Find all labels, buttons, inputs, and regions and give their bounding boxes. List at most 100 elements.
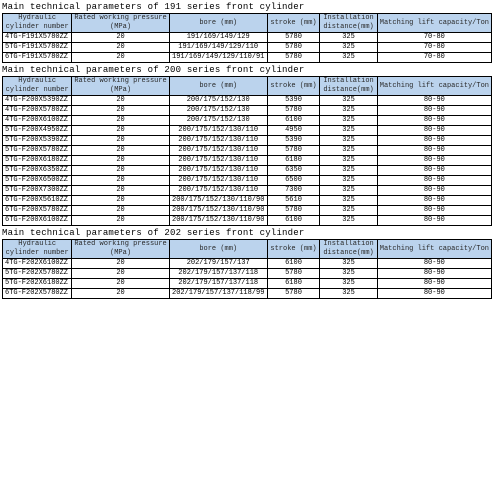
empty-space	[0, 299, 500, 499]
table-row: 6TG-F200X6100ZZ20200/175/152/130/110/906…	[3, 216, 492, 226]
cell-cylinder-number: 5TG-F200X5780ZZ	[3, 146, 72, 156]
cell-stroke: 5780	[267, 289, 320, 299]
cell-bore: 200/175/152/130/110	[169, 186, 267, 196]
cell-stroke: 6100	[267, 259, 320, 269]
table-row: 4TG-F200X5390ZZ20200/175/152/13053903258…	[3, 96, 492, 106]
cell-bore: 191/169/149/129/110	[169, 43, 267, 53]
cell-install: 325	[320, 96, 377, 106]
params-table: Hydrauliccylinder numberRated working pr…	[2, 76, 492, 226]
cell-mpa: 20	[72, 126, 169, 136]
table-row: 5TG-F191X5780ZZ20191/169/149/129/1105780…	[3, 43, 492, 53]
cell-mpa: 20	[72, 216, 169, 226]
cell-capacity: 80-90	[377, 186, 491, 196]
cell-bore: 202/179/157/137	[169, 259, 267, 269]
cell-mpa: 20	[72, 53, 169, 63]
cell-mpa: 20	[72, 289, 169, 299]
table-row: 5TG-F200X6180ZZ20200/175/152/130/1106180…	[3, 156, 492, 166]
cell-stroke: 5780	[267, 106, 320, 116]
cell-cylinder-number: 5TG-F200X5390ZZ	[3, 136, 72, 146]
table-row: 5TG-F200X7300ZZ20200/175/152/130/1107300…	[3, 186, 492, 196]
cell-cylinder-number: 4TG-F200X5390ZZ	[3, 96, 72, 106]
section-title: Main technical parameters of 200 series …	[0, 63, 500, 76]
params-table: Hydrauliccylinder numberRated working pr…	[2, 13, 492, 63]
cell-cylinder-number: 5TG-F200X4950ZZ	[3, 126, 72, 136]
cell-stroke: 6350	[267, 166, 320, 176]
col-lift-capacity: Matching lift capacity/Ton	[377, 77, 491, 96]
cell-install: 325	[320, 126, 377, 136]
cell-cylinder-number: 5TG-F202X5780ZZ	[3, 269, 72, 279]
cell-cylinder-number: 5TG-F191X5780ZZ	[3, 43, 72, 53]
cell-install: 325	[320, 186, 377, 196]
cell-cylinder-number: 5TG-F200X6180ZZ	[3, 156, 72, 166]
cell-capacity: 70-80	[377, 43, 491, 53]
cell-mpa: 20	[72, 96, 169, 106]
cell-bore: 191/169/149/129/110/91	[169, 53, 267, 63]
cell-stroke: 5610	[267, 196, 320, 206]
cell-mpa: 20	[72, 156, 169, 166]
cell-install: 325	[320, 216, 377, 226]
cell-bore: 202/179/157/137/118	[169, 279, 267, 289]
cell-stroke: 5780	[267, 269, 320, 279]
cell-capacity: 80-90	[377, 259, 491, 269]
col-working-pressure: Rated working pressure(MPa)	[72, 77, 169, 96]
section-title: Main technical parameters of 191 series …	[0, 0, 500, 13]
cell-install: 325	[320, 33, 377, 43]
cell-stroke: 5390	[267, 136, 320, 146]
table-row: 4TG-F202X6100ZZ20202/179/157/13761003258…	[3, 259, 492, 269]
cell-bore: 200/175/152/130/110	[169, 176, 267, 186]
cell-mpa: 20	[72, 279, 169, 289]
cell-install: 325	[320, 43, 377, 53]
cell-cylinder-number: 5TG-F200X7300ZZ	[3, 186, 72, 196]
cell-capacity: 80-90	[377, 176, 491, 186]
cell-cylinder-number: 4TG-F202X6100ZZ	[3, 259, 72, 269]
cell-install: 325	[320, 206, 377, 216]
cell-install: 325	[320, 259, 377, 269]
cell-capacity: 70-80	[377, 33, 491, 43]
cell-cylinder-number: 6TG-F200X5610ZZ	[3, 196, 72, 206]
cell-capacity: 80-90	[377, 146, 491, 156]
cell-capacity: 80-90	[377, 116, 491, 126]
cell-bore: 191/169/149/129	[169, 33, 267, 43]
cell-cylinder-number: 6TG-F191X5780ZZ	[3, 53, 72, 63]
table-row: 4TG-F200X5780ZZ20200/175/152/13057803258…	[3, 106, 492, 116]
params-table: Hydrauliccylinder numberRated working pr…	[2, 239, 492, 299]
cell-cylinder-number: 5TG-F202X6180ZZ	[3, 279, 72, 289]
col-cylinder-number: Hydrauliccylinder number	[3, 240, 72, 259]
cell-mpa: 20	[72, 269, 169, 279]
cell-capacity: 80-90	[377, 196, 491, 206]
col-cylinder-number: Hydrauliccylinder number	[3, 77, 72, 96]
cell-capacity: 80-90	[377, 126, 491, 136]
cell-install: 325	[320, 116, 377, 126]
cell-capacity: 80-90	[377, 166, 491, 176]
cell-cylinder-number: 5TG-F200X6500ZZ	[3, 176, 72, 186]
cell-install: 325	[320, 279, 377, 289]
cell-stroke: 5780	[267, 53, 320, 63]
cell-capacity: 80-90	[377, 279, 491, 289]
table-row: 5TG-F200X6500ZZ20200/175/152/130/1106500…	[3, 176, 492, 186]
cell-mpa: 20	[72, 146, 169, 156]
cell-cylinder-number: 5TG-F200X6350ZZ	[3, 166, 72, 176]
page: { "headers": { "c0a": "Hydraulic", "c0b"…	[0, 0, 500, 499]
cell-install: 325	[320, 106, 377, 116]
table-row: 5TG-F200X5780ZZ20200/175/152/130/1105780…	[3, 146, 492, 156]
table-row: 5TG-F202X5780ZZ20202/179/157/137/1185780…	[3, 269, 492, 279]
cell-cylinder-number: 4TG-F191X5780ZZ	[3, 33, 72, 43]
cell-bore: 200/175/152/130/110	[169, 136, 267, 146]
cell-mpa: 20	[72, 206, 169, 216]
col-working-pressure: Rated working pressure(MPa)	[72, 240, 169, 259]
col-stroke: stroke (mm)	[267, 77, 320, 96]
cell-stroke: 5390	[267, 96, 320, 106]
cell-install: 325	[320, 146, 377, 156]
cell-install: 325	[320, 53, 377, 63]
section-title: Main technical parameters of 202 series …	[0, 226, 500, 239]
cell-bore: 202/179/157/137/118	[169, 269, 267, 279]
col-install-distance: Installationdistance(mm)	[320, 14, 377, 33]
col-lift-capacity: Matching lift capacity/Ton	[377, 240, 491, 259]
cell-stroke: 7300	[267, 186, 320, 196]
col-install-distance: Installationdistance(mm)	[320, 240, 377, 259]
cell-bore: 200/175/152/130/110	[169, 156, 267, 166]
cell-stroke: 6100	[267, 116, 320, 126]
col-cylinder-number: Hydrauliccylinder number	[3, 14, 72, 33]
cell-stroke: 5780	[267, 206, 320, 216]
col-stroke: stroke (mm)	[267, 240, 320, 259]
